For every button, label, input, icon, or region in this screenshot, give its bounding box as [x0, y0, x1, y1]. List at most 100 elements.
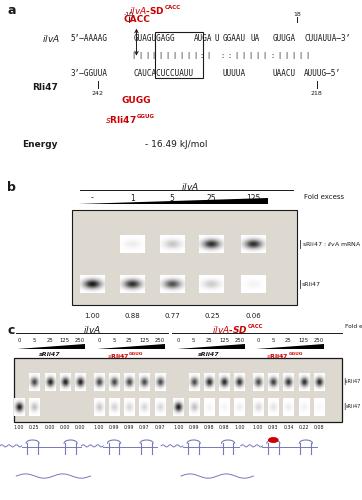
Text: |: |: [138, 52, 142, 60]
Text: 5: 5: [112, 338, 116, 344]
Bar: [14, 358, 342, 422]
Text: |: |: [193, 52, 197, 60]
Text: 125: 125: [219, 338, 229, 344]
Text: $\it{ilvA}$: $\it{ilvA}$: [181, 182, 199, 192]
Text: $\it{s}$Rli47: $\it{s}$Rli47: [266, 352, 289, 360]
Text: 1: 1: [130, 194, 135, 202]
Text: 0.25: 0.25: [29, 424, 40, 430]
Text: |: |: [278, 52, 282, 60]
Text: AUUUG–5’: AUUUG–5’: [304, 68, 341, 78]
Text: |: |: [298, 52, 303, 60]
Text: |: |: [159, 52, 163, 60]
Bar: [155, 32, 203, 78]
Text: 0.25: 0.25: [204, 313, 219, 319]
Text: a: a: [7, 4, 16, 16]
Text: |: |: [248, 52, 253, 60]
Text: 0.08: 0.08: [313, 424, 324, 430]
Text: GGUG: GGUG: [136, 114, 155, 118]
Text: |: |: [172, 52, 177, 60]
Text: 1.00: 1.00: [84, 313, 100, 319]
Text: c: c: [7, 324, 14, 338]
Text: |: |: [255, 52, 260, 60]
Text: |: |: [241, 52, 246, 60]
Text: 25: 25: [206, 338, 212, 344]
Text: 5’–AAAAG: 5’–AAAAG: [71, 34, 108, 42]
Polygon shape: [256, 344, 324, 349]
Text: :: :: [221, 53, 225, 59]
Text: |: |: [235, 52, 239, 60]
Text: |: |: [152, 52, 156, 60]
Text: |: |: [207, 52, 211, 60]
Text: 0: 0: [97, 338, 101, 344]
Circle shape: [269, 438, 278, 442]
Text: 1.00: 1.00: [14, 424, 25, 430]
Text: :: :: [271, 53, 275, 59]
Text: 0.98: 0.98: [219, 424, 230, 430]
Text: |: |: [305, 52, 310, 60]
Text: U: U: [214, 34, 219, 42]
Text: 25: 25: [285, 338, 292, 344]
Text: 1.00: 1.00: [234, 424, 245, 430]
Text: 0.97: 0.97: [139, 424, 150, 430]
Text: Fold excess: Fold excess: [345, 324, 362, 330]
Text: sRli47 : $\it{ilv}$A mRNA: sRli47 : $\it{ilv}$A mRNA: [302, 240, 361, 248]
Text: UA: UA: [251, 34, 260, 42]
Text: 3’–GGUUA: 3’–GGUUA: [71, 68, 108, 78]
Text: 0.99: 0.99: [188, 424, 199, 430]
Text: :: :: [200, 53, 204, 59]
Text: 0.99: 0.99: [109, 424, 119, 430]
Text: $\it{ilvA}$: $\it{ilvA}$: [83, 324, 101, 336]
Text: -: -: [91, 194, 94, 202]
Text: 5: 5: [192, 338, 195, 344]
Text: sRli47: sRli47: [302, 282, 320, 286]
Text: 0: 0: [256, 338, 260, 344]
Text: 0: 0: [177, 338, 180, 344]
Text: 5: 5: [169, 194, 174, 202]
Text: 0.99: 0.99: [124, 424, 135, 430]
Text: - 16.49 kJ/mol: - 16.49 kJ/mol: [145, 140, 207, 149]
Text: 1.00: 1.00: [173, 424, 184, 430]
Polygon shape: [177, 344, 245, 349]
Text: |: |: [145, 52, 149, 60]
Text: 125: 125: [299, 338, 309, 344]
Text: 0.34: 0.34: [283, 424, 294, 430]
Text: |: |: [179, 52, 184, 60]
Text: GGAAU: GGAAU: [223, 34, 246, 42]
Text: 125: 125: [60, 338, 70, 344]
Text: 0.98: 0.98: [203, 424, 214, 430]
Text: -10: -10: [123, 12, 134, 16]
Polygon shape: [97, 344, 165, 349]
Text: 218: 218: [311, 90, 323, 96]
Text: sRli47: sRli47: [345, 404, 361, 409]
Text: |: |: [285, 52, 289, 60]
Text: UAACU: UAACU: [273, 68, 296, 78]
Text: b: b: [7, 182, 16, 194]
Text: CAUCACUCCUAUU: CAUCACUCCUAUU: [133, 68, 193, 78]
Text: AUGA: AUGA: [194, 34, 212, 42]
Text: 250: 250: [234, 338, 244, 344]
Text: 0.00: 0.00: [44, 424, 55, 430]
Text: |: |: [131, 52, 135, 60]
Text: 25: 25: [46, 338, 53, 344]
Text: |: |: [343, 378, 345, 386]
Text: 0.22: 0.22: [298, 424, 309, 430]
Text: 0.93: 0.93: [268, 424, 279, 430]
Text: $\it{ilvA}$-SD: $\it{ilvA}$-SD: [129, 6, 165, 16]
Text: 5: 5: [272, 338, 275, 344]
Text: 250: 250: [155, 338, 165, 344]
Text: 1.00: 1.00: [253, 424, 264, 430]
Text: $\it{s}$Rli47: $\it{s}$Rli47: [105, 114, 136, 124]
Bar: [72, 210, 297, 306]
Text: CACC: CACC: [123, 15, 150, 24]
Text: sRli47: sRli47: [198, 352, 220, 357]
Text: 0.77: 0.77: [164, 313, 180, 319]
Text: GGUG: GGUG: [289, 352, 303, 356]
Text: 25: 25: [126, 338, 132, 344]
Text: 0.06: 0.06: [245, 313, 261, 319]
Text: 1.00: 1.00: [93, 424, 104, 430]
Polygon shape: [78, 198, 268, 204]
Text: 0.00: 0.00: [75, 424, 85, 430]
Text: 0.00: 0.00: [59, 424, 70, 430]
Text: 0.88: 0.88: [124, 313, 140, 319]
Text: 25: 25: [207, 194, 216, 202]
